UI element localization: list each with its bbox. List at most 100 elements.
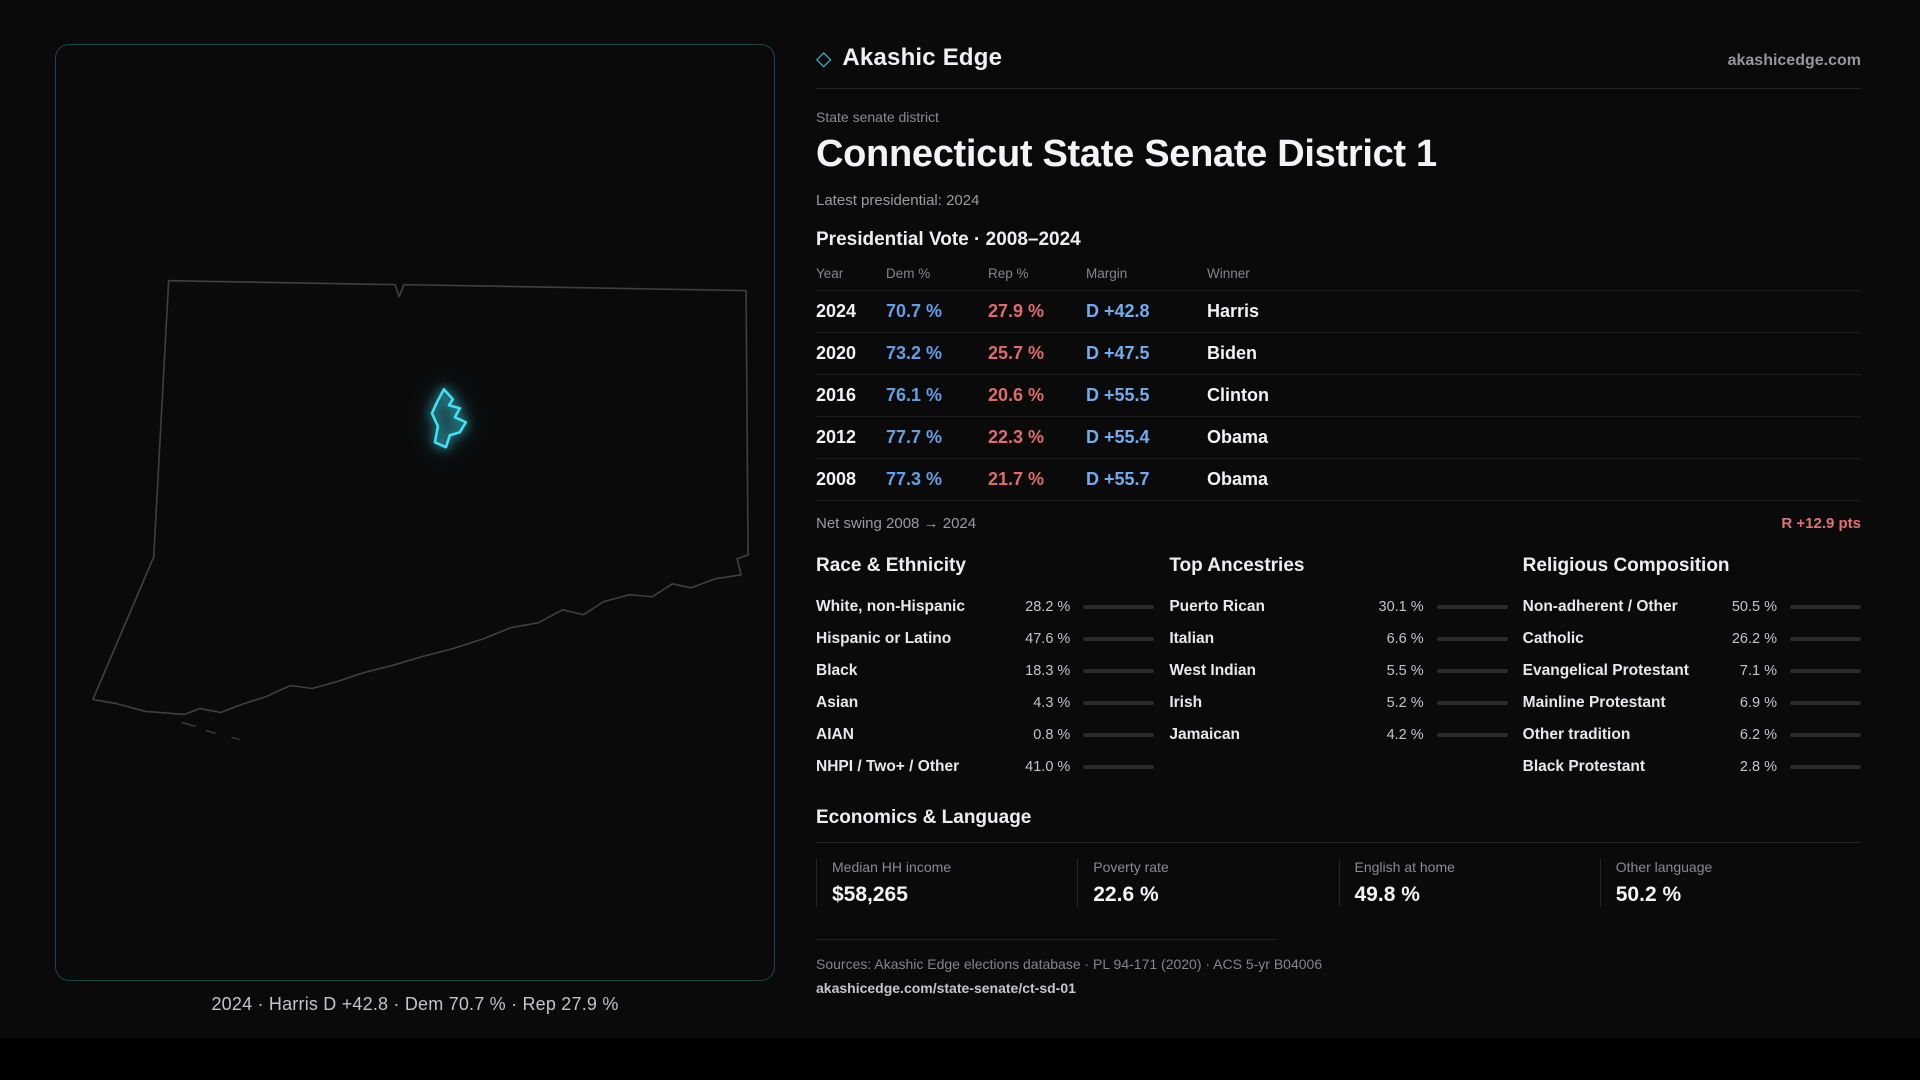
footer-divider xyxy=(816,939,1276,940)
list-item: Other tradition 6.2 % xyxy=(1523,719,1861,751)
bar-track xyxy=(1083,637,1155,641)
dem-cell: 77.3 % xyxy=(886,469,943,489)
demo-value: 0.8 % xyxy=(1033,727,1071,743)
list-item: Italian 6.6 % xyxy=(1169,623,1508,655)
sources-text: Sources: Akashic Edge elections database… xyxy=(816,956,1323,972)
bar-track xyxy=(1790,637,1861,641)
kicker: State senate district xyxy=(816,109,939,125)
demo-label: Black xyxy=(816,662,858,679)
demo-value: 5.5 % xyxy=(1386,663,1424,679)
list-item: AIAN 0.8 % xyxy=(816,719,1155,751)
dem-cell: 77.7 % xyxy=(886,427,943,447)
page: 2024 · Harris D +42.8 · Dem 70.7 % · Rep… xyxy=(55,44,1861,1015)
demo-label: Other tradition xyxy=(1522,726,1631,743)
demo-value: 26.2 % xyxy=(1731,631,1777,647)
latest-presidential: Latest presidential: 2024 xyxy=(816,192,980,209)
religious-composition-group: Religious Composition Non-adherent / Oth… xyxy=(1523,555,1861,783)
demo-label: Irish xyxy=(1169,694,1203,711)
stat-label: Poverty rate xyxy=(1093,859,1169,875)
table-row: 2024 70.7 % 27.9 % D +42.8 Harris xyxy=(816,291,1861,333)
year-cell: 2016 xyxy=(816,385,857,405)
demo-value: 18.3 % xyxy=(1025,663,1071,679)
winner-cell: Harris xyxy=(1207,301,1260,321)
list-item: Non-adherent / Other 50.5 % xyxy=(1523,591,1861,623)
demo-value: 6.6 % xyxy=(1386,631,1424,647)
list-item: Mainline Protestant 6.9 % xyxy=(1523,687,1861,719)
stat-poverty-rate: Poverty rate 22.6 % xyxy=(1077,859,1338,907)
bar-track xyxy=(1436,701,1508,705)
bar-track xyxy=(1436,733,1508,737)
demo-value: 6.2 % xyxy=(1739,727,1777,743)
table-row: 2016 76.1 % 20.6 % D +55.5 Clinton xyxy=(816,375,1861,417)
margin-cell: D +47.5 xyxy=(1086,343,1150,363)
table-row: 2012 77.7 % 22.3 % D +55.4 Obama xyxy=(816,417,1861,459)
brand-domain-link[interactable]: akashicedge.com xyxy=(1727,52,1861,69)
col-year: Year xyxy=(816,266,844,281)
col-dem: Dem % xyxy=(886,266,931,281)
winner-cell: Biden xyxy=(1207,343,1258,363)
demo-value: 5.2 % xyxy=(1386,695,1424,711)
rep-cell: 27.9 % xyxy=(988,301,1045,321)
winner-cell: Clinton xyxy=(1207,385,1269,405)
list-item: Black Protestant 2.8 % xyxy=(1523,751,1861,783)
stat-label: English at home xyxy=(1354,859,1455,875)
dem-cell: 73.2 % xyxy=(886,343,943,363)
bar-track xyxy=(1790,765,1861,769)
bar-track xyxy=(1083,701,1155,705)
demo-label: AIAN xyxy=(816,726,854,743)
table-row: 2008 77.3 % 21.7 % D +55.7 Obama xyxy=(816,459,1861,501)
race-ethnicity-group: Race & Ethnicity White, non-Hispanic 28.… xyxy=(816,555,1155,783)
demo-value: 6.9 % xyxy=(1739,695,1777,711)
content-column: ◇ Akashic Edge akashicedge.com State sen… xyxy=(816,44,1861,1015)
map-column: 2024 · Harris D +42.8 · Dem 70.7 % · Rep… xyxy=(55,44,775,1015)
margin-cell: D +55.4 xyxy=(1086,427,1150,447)
bar-track xyxy=(1436,669,1508,673)
list-item: Hispanic or Latino 47.6 % xyxy=(816,623,1155,655)
demo-label: Asian xyxy=(816,694,859,711)
demo-value: 28.2 % xyxy=(1025,599,1071,615)
demo-value: 4.2 % xyxy=(1386,727,1424,743)
col-winner: Winner xyxy=(1207,266,1250,281)
bottom-bar xyxy=(0,1038,1920,1080)
list-item: Black 18.3 % xyxy=(816,655,1155,687)
dem-cell: 70.7 % xyxy=(886,301,943,321)
group-title: Religious Composition xyxy=(1522,555,1730,576)
demo-label: Non-adherent / Other xyxy=(1522,598,1678,615)
demo-value: 50.5 % xyxy=(1731,599,1777,615)
dem-cell: 76.1 % xyxy=(886,385,943,405)
district-1-shape[interactable] xyxy=(430,388,468,449)
demo-value: 7.1 % xyxy=(1739,663,1777,679)
list-item: Asian 4.3 % xyxy=(816,687,1155,719)
net-swing-row: Net swing 2008 → 2024 R +12.9 pts xyxy=(816,515,1861,532)
map-caption: 2024 · Harris D +42.8 · Dem 70.7 % · Rep… xyxy=(211,994,619,1014)
demo-label: Evangelical Protestant xyxy=(1522,662,1689,679)
stat-label: Other language xyxy=(1615,859,1713,875)
stat-english-at-home: English at home 49.8 % xyxy=(1338,859,1600,907)
group-title: Race & Ethnicity xyxy=(816,555,966,576)
bar-track xyxy=(1790,701,1861,705)
permalink-url[interactable]: akashicedge.com/state-senate/ct-sd-01 xyxy=(816,980,1076,996)
bar-track xyxy=(1790,733,1861,737)
header-bar: ◇ Akashic Edge akashicedge.com xyxy=(816,44,1861,72)
winner-cell: Obama xyxy=(1207,427,1269,447)
island-marks xyxy=(181,721,240,741)
connecticut-map xyxy=(92,279,749,741)
year-cell: 2008 xyxy=(816,469,857,489)
brand: ◇ Akashic Edge xyxy=(816,44,1002,72)
header-divider xyxy=(816,88,1861,89)
demo-label: Black Protestant xyxy=(1522,758,1645,775)
rep-cell: 20.6 % xyxy=(988,385,1045,405)
district-map-panel xyxy=(55,44,775,981)
rep-cell: 25.7 % xyxy=(988,343,1045,363)
list-item: Evangelical Protestant 7.1 % xyxy=(1523,655,1861,687)
stat-other-language: Other language 50.2 % xyxy=(1599,859,1861,907)
table-row: 2020 73.2 % 25.7 % D +47.5 Biden xyxy=(816,333,1861,375)
vote-section-title: Presidential Vote · 2008–2024 xyxy=(816,229,1081,250)
group-title: Top Ancestries xyxy=(1169,555,1305,576)
demo-label: White, non-Hispanic xyxy=(816,598,965,615)
bar-track xyxy=(1083,733,1155,737)
bar-track xyxy=(1083,765,1155,769)
list-item: Irish 5.2 % xyxy=(1169,687,1508,719)
stat-value: 49.8 % xyxy=(1354,883,1420,906)
diamond-icon: ◇ xyxy=(816,48,832,70)
